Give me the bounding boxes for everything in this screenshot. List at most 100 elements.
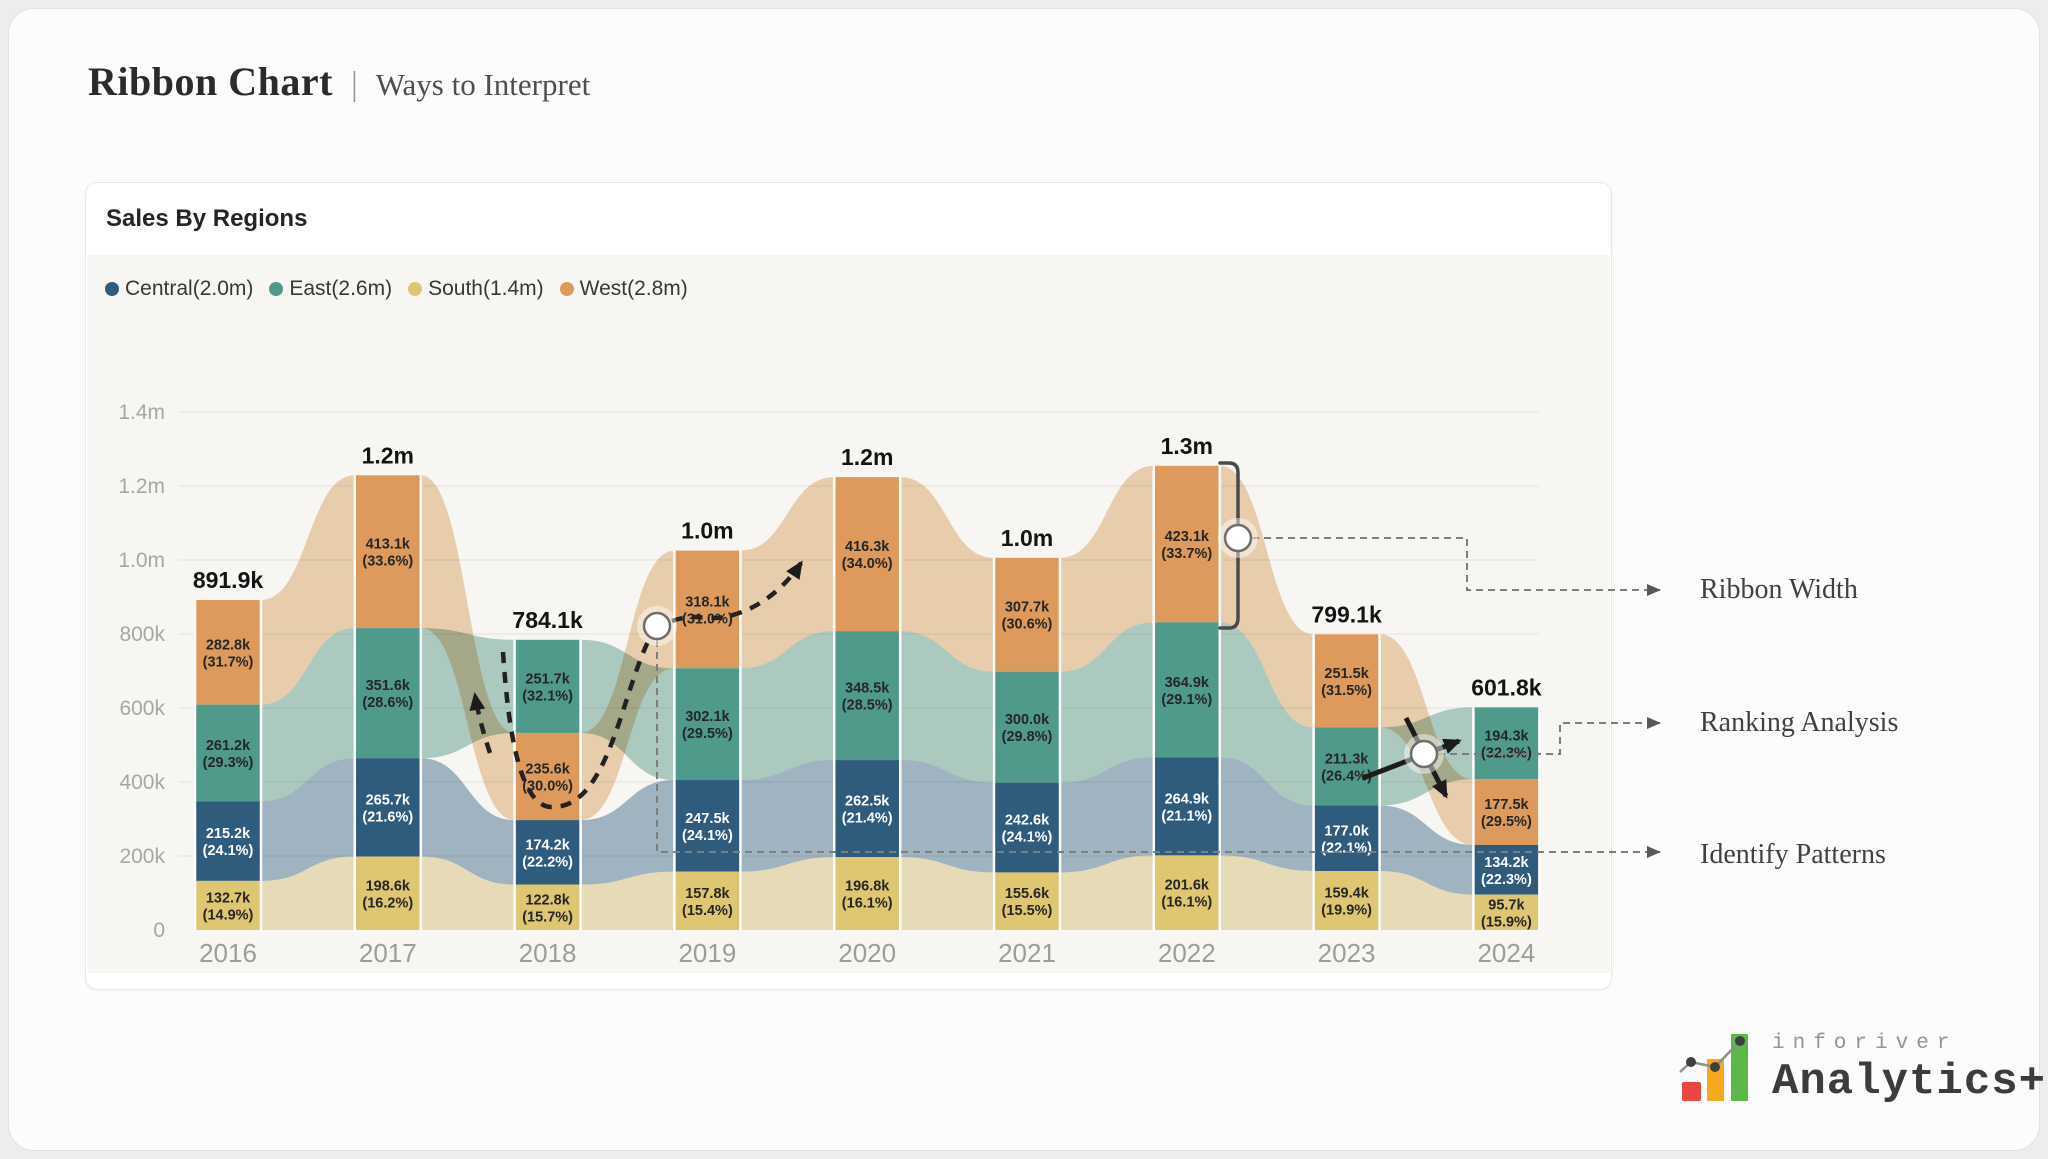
x-axis-year-label[interactable]: 2022 xyxy=(1158,938,1216,968)
segment-pct-label: (21.1%) xyxy=(1161,808,1212,824)
segment-pct-label: (14.9%) xyxy=(203,907,254,923)
page-title: Ribbon Chart xyxy=(88,59,333,104)
segment-south-2020[interactable] xyxy=(834,857,901,930)
segment-value-label: 177.5k xyxy=(1484,797,1529,813)
ribbon-south-2020-2021 xyxy=(900,857,994,930)
legend-dot xyxy=(105,282,119,296)
legend-item-central[interactable]: Central(2.0m) xyxy=(105,277,253,301)
segment-value-label: 302.1k xyxy=(685,709,730,725)
x-axis-year-label[interactable]: 2020 xyxy=(838,938,896,968)
segment-pct-label: (32.1%) xyxy=(522,688,573,704)
segment-south-2018[interactable] xyxy=(514,884,581,930)
segment-pct-label: (29.3%) xyxy=(203,755,254,771)
ribbon-east-2016-2017 xyxy=(261,628,355,802)
segment-value-label: 159.4k xyxy=(1324,886,1369,902)
chart-card-title: Sales By Regions xyxy=(106,205,308,232)
segment-south-2016[interactable] xyxy=(195,880,261,930)
segment-value-label: 174.2k xyxy=(525,837,570,853)
annotation-ribbon-width: Ribbon Width xyxy=(1700,574,1858,605)
legend-label: South(1.4m) xyxy=(428,277,544,300)
column-total-label: 1.2m xyxy=(362,442,414,468)
column-total-label: 1.3m xyxy=(1161,433,1213,459)
legend-item-south[interactable]: South(1.4m) xyxy=(408,277,544,301)
segment-pct-label: (31.0%) xyxy=(682,611,733,627)
segment-pct-label: (24.1%) xyxy=(1002,830,1053,846)
ribbon-south-2019-2020 xyxy=(740,857,835,930)
x-axis-year-label[interactable]: 2018 xyxy=(519,938,577,968)
segment-central-2017[interactable] xyxy=(354,758,421,857)
segment-pct-label: (28.5%) xyxy=(842,698,893,714)
segment-pct-label: (32.3%) xyxy=(1481,745,1532,761)
x-axis-year-label[interactable]: 2016 xyxy=(199,938,257,968)
x-axis-year-label[interactable]: 2023 xyxy=(1318,938,1376,968)
segment-pct-label: (30.0%) xyxy=(522,779,573,795)
segment-value-label: 211.3k xyxy=(1325,751,1369,767)
legend-label: East(2.6m) xyxy=(289,277,393,300)
segment-central-2016[interactable] xyxy=(195,801,261,881)
ribbon-central-2017-2018 xyxy=(420,758,515,885)
segment-value-label: 413.1k xyxy=(366,537,411,553)
segment-value-label: 416.3k xyxy=(845,539,890,555)
x-axis-year-label[interactable]: 2017 xyxy=(359,938,417,968)
x-axis-year-label[interactable]: 2019 xyxy=(678,938,736,968)
segment-pct-label: (29.8%) xyxy=(1002,729,1053,745)
segment-south-2017[interactable] xyxy=(354,856,421,930)
segment-pct-label: (22.3%) xyxy=(1481,872,1532,888)
legend-dot xyxy=(408,282,423,296)
column-total-label: 1.0m xyxy=(681,518,733,544)
segment-pct-label: (29.1%) xyxy=(1161,692,1212,708)
segment-pct-label: (16.1%) xyxy=(1161,895,1212,911)
segment-central-2018[interactable] xyxy=(514,820,581,885)
legend-label: Central(2.0m) xyxy=(125,277,254,300)
chart-panel: Central(2.0m) East(2.6m) South(1.4m) West(2… xyxy=(87,255,1610,973)
segment-value-label: 177.0k xyxy=(1324,823,1369,839)
segment-east-2017[interactable] xyxy=(354,628,421,759)
columns-layer: 282.8k(31.7%)261.2k(29.3%)215.2k(24.1%)1… xyxy=(193,433,1542,968)
column-total-label: 1.0m xyxy=(1001,525,1053,551)
column-total-label: 1.2m xyxy=(841,444,893,470)
x-axis-year-label[interactable]: 2024 xyxy=(1477,938,1535,968)
segment-value-label: 157.8k xyxy=(685,886,730,902)
annotation-ranking-analysis: Ranking Analysis xyxy=(1700,707,1899,738)
segment-value-label: 348.5k xyxy=(845,681,890,697)
segment-value-label: 196.8k xyxy=(845,879,890,895)
segment-value-label: 318.1k xyxy=(685,594,730,610)
segment-pct-label: (29.5%) xyxy=(682,726,733,742)
segment-south-2023[interactable] xyxy=(1313,871,1380,930)
segment-pct-label: (22.1%) xyxy=(1321,840,1372,856)
x-axis-year-label[interactable]: 2021 xyxy=(998,938,1056,968)
segment-value-label: 215.2k xyxy=(206,826,251,842)
ribbon-south-2016-2017 xyxy=(261,856,355,930)
logo-bars-icon xyxy=(1679,1034,1748,1101)
legend-item-west[interactable]: West(2.8m) xyxy=(559,277,688,301)
segment-pct-label: (15.4%) xyxy=(682,903,733,919)
ribbon-chart: 1.4m 1.2m 1.0m 800k 600k 400k 200k 0 282.8k(31.7… xyxy=(118,401,1542,968)
segment-value-label: 201.6k xyxy=(1165,878,1210,894)
segment-east-2016[interactable] xyxy=(195,704,261,802)
segment-west-2020[interactable] xyxy=(834,477,901,632)
segment-pct-label: (34.0%) xyxy=(842,556,893,572)
segment-pct-label: (24.1%) xyxy=(203,843,254,859)
segment-pct-label: (15.9%) xyxy=(1481,914,1532,930)
segment-central-2024[interactable] xyxy=(1473,844,1540,895)
segment-south-2024[interactable] xyxy=(1473,894,1540,930)
segment-value-label: 235.6k xyxy=(525,762,570,778)
segment-south-2021[interactable] xyxy=(994,872,1060,930)
segment-pct-label: (29.5%) xyxy=(1481,814,1532,830)
segment-pct-label: (31.5%) xyxy=(1321,683,1372,699)
segment-value-label: 262.5k xyxy=(845,794,890,810)
segment-value-label: 122.8k xyxy=(525,892,570,908)
segment-west-2022[interactable] xyxy=(1153,465,1220,623)
ribbon-west-2020-2021 xyxy=(900,477,994,672)
segment-south-2019[interactable] xyxy=(674,871,741,930)
chart-legend: Central(2.0m) East(2.6m) South(1.4m) West(2… xyxy=(105,277,688,301)
segment-west-2017[interactable] xyxy=(354,475,421,629)
segment-value-label: 261.2k xyxy=(206,738,251,754)
segment-south-2022[interactable] xyxy=(1153,855,1220,930)
title-separator: | xyxy=(350,66,358,103)
legend-item-east[interactable]: East(2.6m) xyxy=(269,277,392,301)
segment-value-label: 307.7k xyxy=(1005,600,1050,616)
y-axis-tick: 0 xyxy=(153,919,165,942)
column-total-label: 891.9k xyxy=(193,567,264,593)
segment-west-2016[interactable] xyxy=(195,599,261,705)
